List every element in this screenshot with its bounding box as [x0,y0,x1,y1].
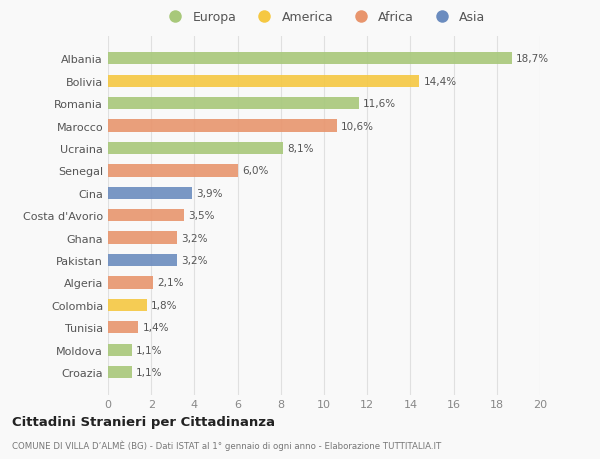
Text: 6,0%: 6,0% [242,166,268,176]
Text: 11,6%: 11,6% [363,99,396,109]
Text: 18,7%: 18,7% [516,54,550,64]
Text: COMUNE DI VILLA D’ALMÈ (BG) - Dati ISTAT al 1° gennaio di ogni anno - Elaborazio: COMUNE DI VILLA D’ALMÈ (BG) - Dati ISTAT… [12,440,441,450]
Text: 3,2%: 3,2% [181,233,208,243]
Text: 1,1%: 1,1% [136,367,163,377]
Bar [108,344,132,356]
Text: 3,2%: 3,2% [181,256,208,265]
Bar [108,254,177,267]
Bar [108,53,512,65]
Bar [108,210,184,222]
Bar [108,75,419,88]
Text: 1,4%: 1,4% [143,323,169,333]
Bar [108,187,192,200]
Bar [108,165,238,177]
Text: Cittadini Stranieri per Cittadinanza: Cittadini Stranieri per Cittadinanza [12,415,275,428]
Text: 3,9%: 3,9% [197,188,223,198]
Text: 10,6%: 10,6% [341,121,374,131]
Text: 14,4%: 14,4% [424,77,457,86]
Legend: Europa, America, Africa, Asia: Europa, America, Africa, Asia [160,9,488,27]
Bar [108,321,138,334]
Bar [108,142,283,155]
Text: 1,8%: 1,8% [151,300,178,310]
Bar [108,277,154,289]
Text: 3,5%: 3,5% [188,211,214,221]
Bar [108,366,132,379]
Bar [108,299,147,311]
Bar [108,120,337,132]
Bar [108,98,359,110]
Text: 8,1%: 8,1% [287,144,314,154]
Text: 2,1%: 2,1% [158,278,184,288]
Bar [108,232,177,244]
Text: 1,1%: 1,1% [136,345,163,355]
